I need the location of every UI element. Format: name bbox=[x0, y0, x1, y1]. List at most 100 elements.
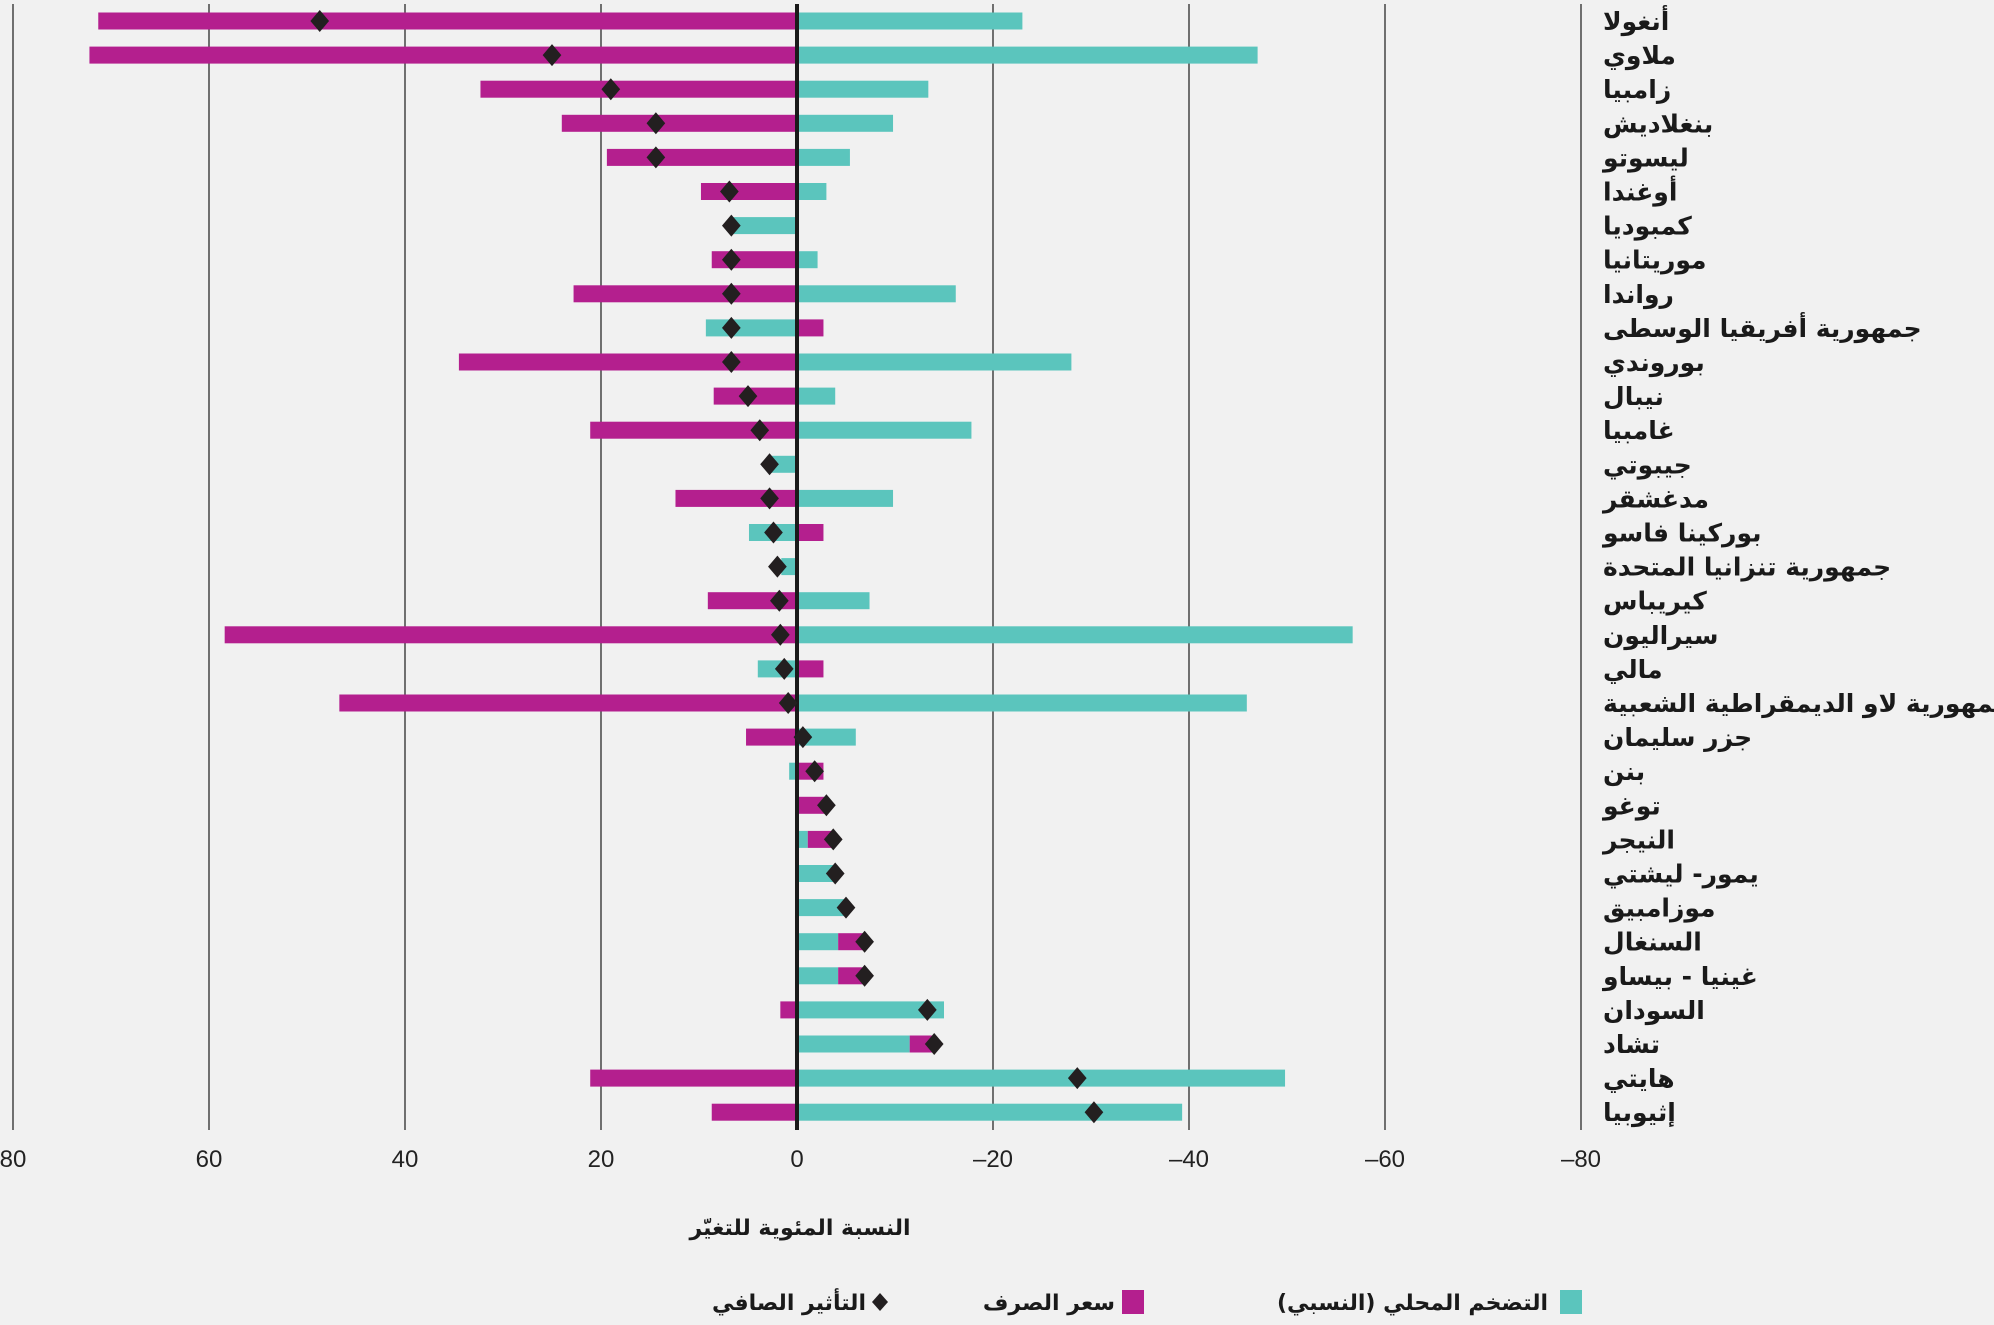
country-label: جمهورية تنزانيا المتحدة bbox=[1603, 553, 1891, 583]
x-tick-label: 20 bbox=[588, 1146, 615, 1173]
inflation-bar bbox=[797, 899, 845, 917]
inflation-bar bbox=[797, 865, 834, 882]
country-label: هايتي bbox=[1603, 1064, 1675, 1093]
inflation-bar bbox=[797, 694, 1247, 712]
x-tick-label: –40 bbox=[1169, 1146, 1209, 1173]
legend-swatch bbox=[1560, 1290, 1582, 1314]
legend-label: التأثير الصافي bbox=[712, 1287, 866, 1316]
exchange-rate-bar bbox=[746, 728, 797, 746]
country-label: غينيا - بيساو bbox=[1601, 962, 1758, 992]
net-effect-marker bbox=[721, 351, 741, 373]
exchange-rate-bar bbox=[909, 1035, 934, 1053]
net-effect-marker bbox=[836, 896, 856, 919]
legend: التضخم المحلي (النسبي) سعر الصرف التأثير ا… bbox=[712, 1287, 1582, 1316]
country-label: توغو bbox=[1601, 791, 1661, 821]
x-tick-label: 0 bbox=[790, 1146, 803, 1173]
country-label: كمبوديا bbox=[1603, 212, 1692, 242]
net-effect-marker bbox=[823, 828, 843, 851]
exchange-rate-bar bbox=[573, 285, 797, 303]
exchange-rate-bar bbox=[98, 12, 797, 30]
country-label: مدغشقر bbox=[1601, 484, 1709, 514]
exchange-rate-bar bbox=[224, 626, 797, 644]
net-effect-marker bbox=[793, 726, 813, 749]
inflation-bar bbox=[797, 1103, 1183, 1121]
exchange-rate-bar bbox=[838, 933, 864, 951]
exchange-rate-bar bbox=[797, 524, 824, 541]
net-effect-marker bbox=[924, 1033, 944, 1055]
country-label: إثيوبيا bbox=[1603, 1098, 1676, 1128]
exchange-rate-bar bbox=[700, 183, 797, 200]
net-effect-marker bbox=[774, 657, 794, 680]
exchange-rate-bar bbox=[458, 353, 797, 371]
exchange-rate-bar bbox=[590, 421, 797, 439]
country-label: سيراليون bbox=[1603, 621, 1719, 651]
country-label: نيبال bbox=[1603, 382, 1664, 411]
country-label: جمهورية لاو الديمقراطية الشعبية bbox=[1603, 689, 1994, 719]
net-effect-marker bbox=[750, 419, 770, 442]
inflation-bar bbox=[789, 762, 797, 780]
inflation-bar bbox=[781, 558, 797, 576]
exchange-rate-bar bbox=[89, 46, 797, 64]
inflation-bar bbox=[797, 489, 894, 507]
inflation-bar bbox=[797, 967, 839, 985]
inflation-bar bbox=[797, 114, 894, 132]
inflation-bar bbox=[797, 183, 827, 200]
exchange-rate-bar bbox=[480, 80, 797, 98]
country-label: أوغندا bbox=[1603, 176, 1677, 208]
country-label: رواندا bbox=[1603, 280, 1674, 310]
exchange-rate-bar bbox=[561, 114, 797, 132]
inflation-bar bbox=[797, 148, 850, 166]
inflation-bar bbox=[797, 592, 870, 610]
country-label: مالي bbox=[1603, 655, 1663, 684]
gridlines bbox=[12, 4, 1582, 1130]
x-tick-label: –20 bbox=[973, 1146, 1013, 1173]
x-tick-label: 40 bbox=[392, 1146, 419, 1173]
country-label: النيجر bbox=[1601, 825, 1675, 855]
net-effect-marker bbox=[542, 44, 562, 67]
inflation-bar bbox=[797, 353, 1072, 371]
x-tick-label: 80 bbox=[0, 1146, 26, 1173]
country-label: جيبوتي bbox=[1603, 450, 1692, 480]
net-effect-marker bbox=[778, 692, 798, 714]
inflation-bar bbox=[797, 421, 972, 439]
inflation-bar bbox=[797, 387, 836, 405]
x-tick-label: –80 bbox=[1561, 1146, 1601, 1173]
net-effect-marker bbox=[738, 385, 758, 408]
exchange-rate-bar bbox=[606, 148, 797, 166]
country-label: جزر سليمان bbox=[1603, 723, 1752, 753]
net-effect-marker bbox=[770, 623, 790, 646]
net-effect-marker bbox=[1067, 1067, 1087, 1090]
inflation-bar bbox=[797, 830, 808, 848]
inflation-bar bbox=[797, 1001, 944, 1019]
inflation-bar bbox=[797, 12, 1023, 30]
legend-label: سعر الصرف bbox=[983, 1291, 1115, 1316]
net-effect-marker bbox=[805, 760, 824, 783]
net-effect-marker bbox=[768, 555, 787, 578]
legend-label: التضخم المحلي (النسبي) bbox=[1277, 1291, 1548, 1316]
x-axis-title: النسبة المئوية للتغيّر bbox=[688, 1216, 910, 1241]
exchange-rate-bar bbox=[339, 694, 797, 712]
inflation-bar bbox=[797, 251, 818, 269]
net-effect-marker bbox=[646, 146, 666, 169]
inflation-bar bbox=[705, 319, 797, 337]
net-effect-marker bbox=[825, 862, 845, 885]
net-effect-marker bbox=[646, 112, 666, 135]
country-label: بوركينا فاسو bbox=[1601, 519, 1762, 549]
net-effect-marker bbox=[721, 214, 741, 237]
country-label: زامبيا bbox=[1603, 75, 1671, 104]
country-label: أنغولا bbox=[1603, 5, 1669, 37]
country-label: غامبيا bbox=[1603, 416, 1675, 445]
bars bbox=[89, 12, 1353, 1121]
net-effect-marker bbox=[764, 521, 783, 544]
x-tick-label: –60 bbox=[1365, 1146, 1405, 1173]
inflation-bar bbox=[733, 217, 797, 235]
country-label: موريتانيا bbox=[1603, 246, 1707, 276]
country-label: ملاوي bbox=[1603, 41, 1676, 71]
inflation-bar bbox=[797, 285, 956, 303]
net-effect-marker bbox=[760, 487, 779, 510]
inflation-bar bbox=[797, 1069, 1286, 1087]
exchange-rate-bar bbox=[838, 967, 864, 985]
exchange-rate-bar bbox=[797, 660, 824, 678]
